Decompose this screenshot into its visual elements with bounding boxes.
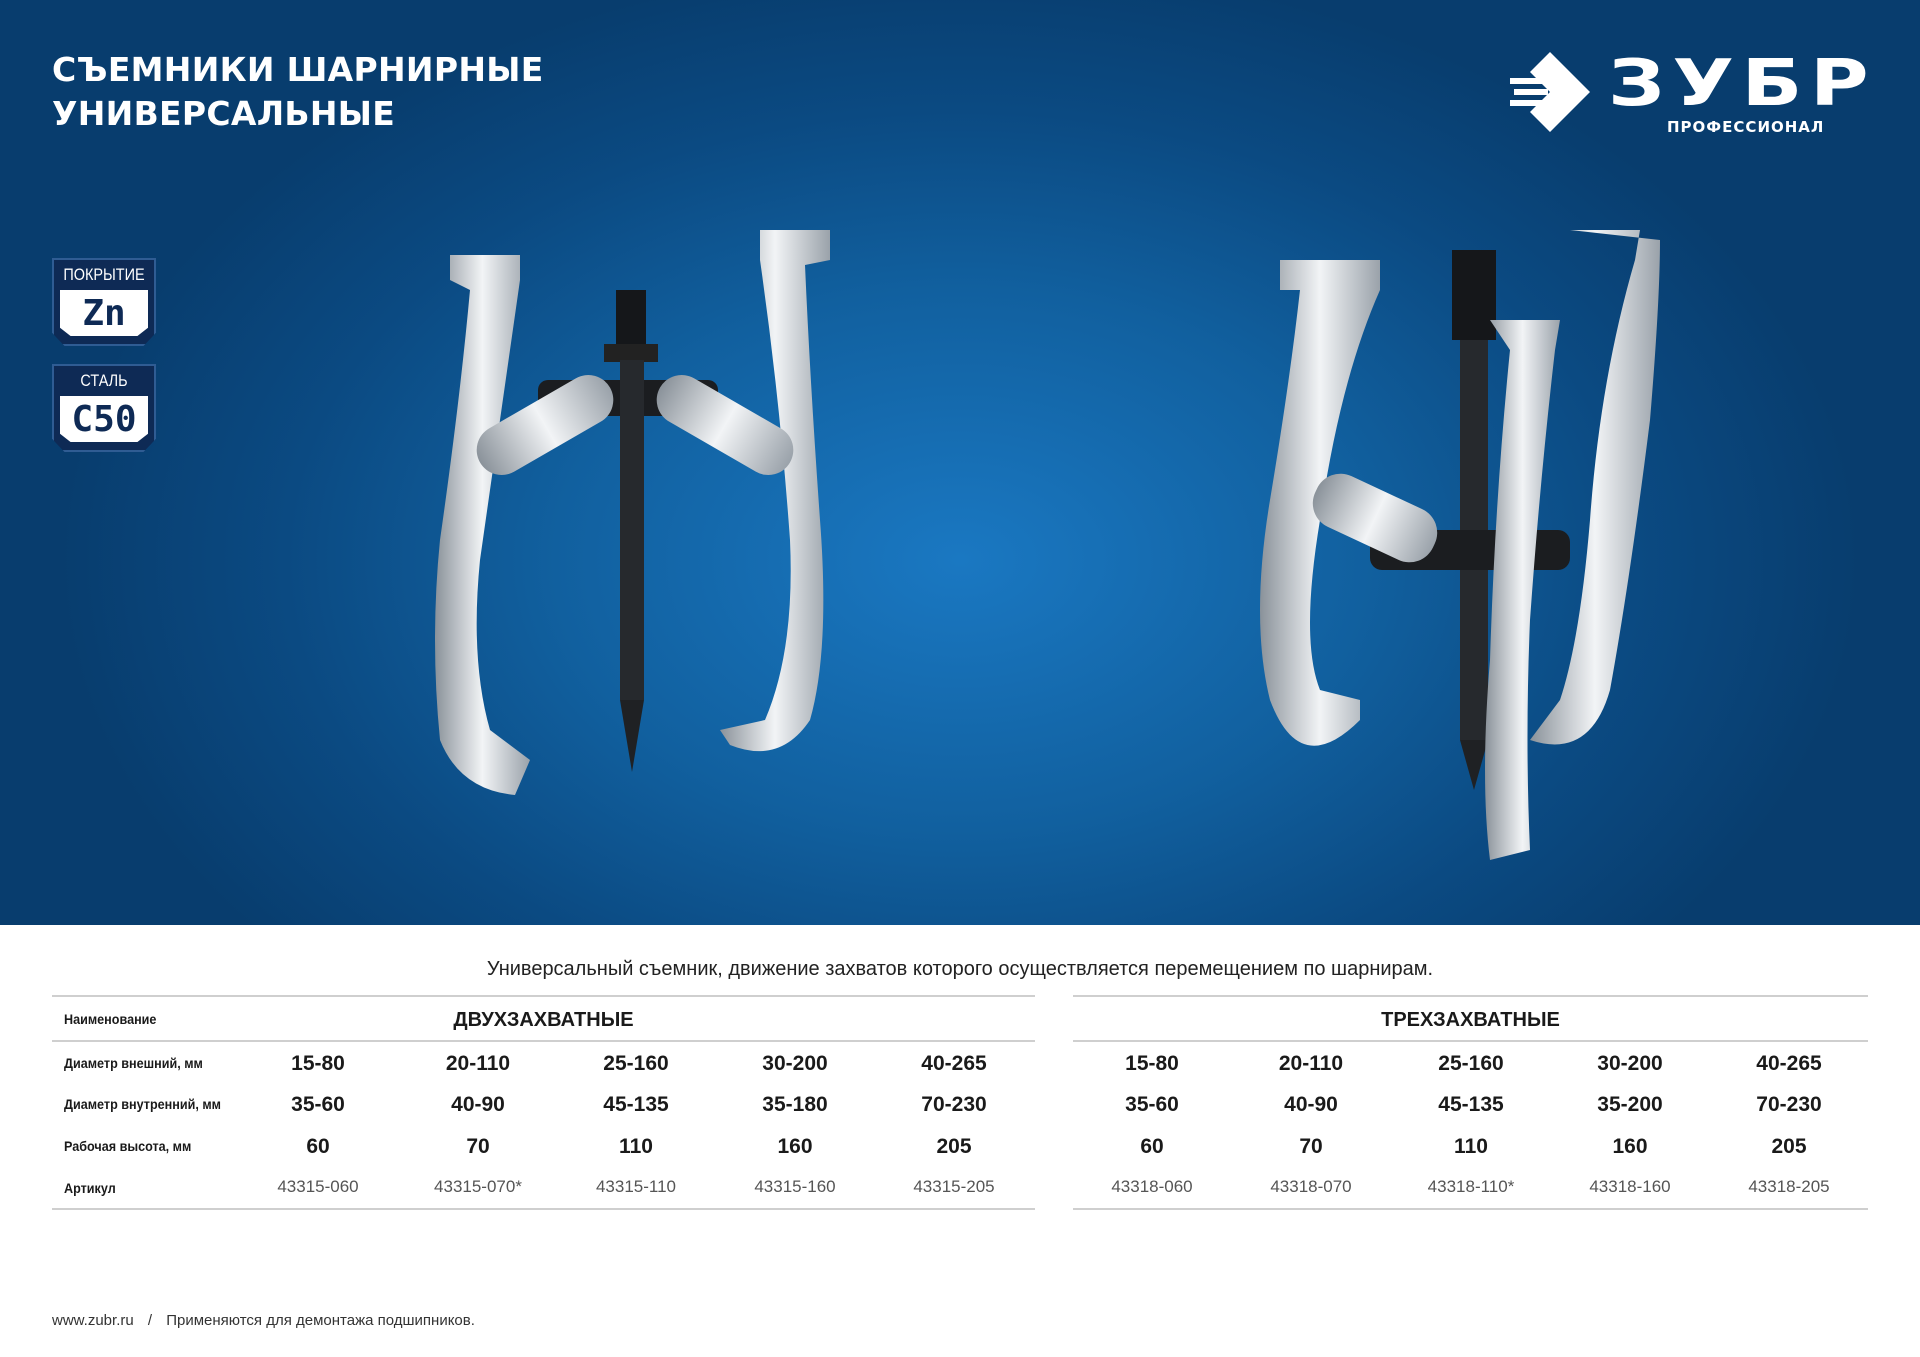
article-cell: 43315-070*: [434, 1177, 522, 1196]
spec-cell: 40-90: [451, 1093, 505, 1116]
article-cell: 43318-160: [1589, 1177, 1671, 1196]
title-line-1: СЪЕМНИКИ ШАРНИРНЫЕ: [52, 50, 544, 89]
table-rule: [1073, 1040, 1868, 1042]
coating-badge: ПОКРЫТИЕ Zn: [52, 258, 156, 346]
website-link[interactable]: www.zubr.ru: [52, 1312, 134, 1329]
article-cell: 43315-205: [913, 1177, 995, 1196]
article-cell: 43318-060: [1111, 1177, 1193, 1196]
footer-separator: /: [147, 1312, 153, 1329]
spec-cell: 40-90: [1284, 1093, 1338, 1116]
zubr-logo: ЗУБР ПРОФЕССИОНАЛ: [1510, 50, 1870, 140]
spec-cell: 25-160: [603, 1052, 669, 1075]
spec-cell: 35-60: [1125, 1093, 1179, 1116]
article-cell: 43318-110*: [1427, 1177, 1515, 1196]
table-rule: [52, 1040, 1035, 1042]
article-cell: 43315-160: [754, 1177, 836, 1196]
badge-value: Zn: [60, 290, 148, 336]
spec-cell: 15-80: [1125, 1052, 1179, 1075]
spec-cell: 110: [619, 1135, 653, 1158]
spec-cell: 30-200: [762, 1052, 828, 1075]
article-cell: 43315-110: [595, 1177, 677, 1196]
spec-cell: 70: [1299, 1135, 1323, 1158]
spec-cell: 25-160: [1438, 1052, 1504, 1075]
spec-cell: 70-230: [1756, 1093, 1822, 1116]
spec-cell: 30-200: [1597, 1052, 1663, 1075]
row-label: Диаметр внутренний, мм: [64, 1096, 222, 1112]
table-rule: [1073, 995, 1868, 997]
page-title: СЪЕМНИКИ ШАРНИРНЫЕ УНИВЕРСАЛЬНЫЕ: [52, 48, 544, 136]
badge-caption: СТАЛЬ: [80, 371, 128, 390]
logo-emblem-icon: [1510, 52, 1590, 132]
spec-cell: 70: [466, 1135, 490, 1158]
logo-subtitle: ПРОФЕССИОНАЛ: [1667, 118, 1825, 136]
spec-cell: 110: [1454, 1135, 1488, 1158]
three-jaw-puller-image: [1260, 230, 1660, 860]
footer-note: Применяются для демонтажа подшипников.: [166, 1312, 475, 1329]
steel-badge: СТАЛЬ C50: [52, 364, 156, 452]
table-rule: [52, 995, 1035, 997]
badge-value: C50: [60, 396, 148, 442]
spec-cell: 20-110: [445, 1052, 511, 1075]
spec-cell: 45-135: [603, 1093, 669, 1116]
product-description: Универсальный съемник, движение захватов…: [486, 958, 1434, 980]
spec-cell: 160: [1612, 1135, 1648, 1158]
spec-cell: 35-200: [1597, 1093, 1663, 1116]
hero-banner: СЪЕМНИКИ ШАРНИРНЫЕ УНИВЕРСАЛЬНЫЕ ЗУБР ПР…: [0, 0, 1920, 925]
title-line-2: УНИВЕРСАЛЬНЫЕ: [52, 94, 396, 133]
spec-cell: 15-80: [291, 1052, 345, 1075]
row-label: Наименование: [64, 1011, 157, 1027]
article-cell: 43318-205: [1748, 1177, 1830, 1196]
group-header: ДВУХЗАХВАТНЫЕ: [453, 1009, 634, 1031]
badge-caption: ПОКРЫТИЕ: [63, 265, 145, 284]
article-cell: 43315-060: [277, 1177, 359, 1196]
two-jaw-puller-image: [435, 230, 830, 795]
table-rule: [52, 1208, 1035, 1210]
footer: www.zubr.ru / Применяются для демонтажа …: [52, 1312, 475, 1329]
spec-cell: 45-135: [1438, 1093, 1504, 1116]
row-label: Артикул: [64, 1180, 116, 1196]
logo-brand: ЗУБР: [1608, 47, 1877, 121]
spec-cell: 205: [1771, 1135, 1807, 1158]
spec-cell: 20-110: [1278, 1052, 1344, 1075]
spec-cell: 35-60: [291, 1093, 345, 1116]
group-header: ТРЕХЗАХВАТНЫЕ: [1381, 1009, 1560, 1031]
spec-cell: 70-230: [921, 1093, 987, 1116]
spec-cell: 40-265: [921, 1052, 987, 1075]
spec-cell: 40-265: [1756, 1052, 1822, 1075]
row-label: Рабочая высота, мм: [64, 1138, 192, 1154]
spec-cell: 160: [777, 1135, 813, 1158]
spec-cell: 35-180: [762, 1093, 828, 1116]
spec-cell: 60: [1140, 1135, 1164, 1158]
row-label: Диаметр внешний, мм: [64, 1055, 203, 1071]
spec-cell: 60: [306, 1135, 330, 1158]
article-cell: 43318-070: [1270, 1177, 1352, 1196]
table-rule: [1073, 1208, 1868, 1210]
spec-cell: 205: [936, 1135, 972, 1158]
